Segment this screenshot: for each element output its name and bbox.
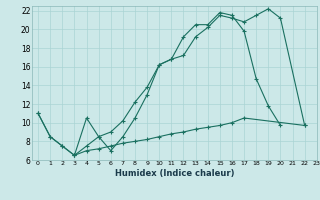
X-axis label: Humidex (Indice chaleur): Humidex (Indice chaleur) <box>115 169 234 178</box>
